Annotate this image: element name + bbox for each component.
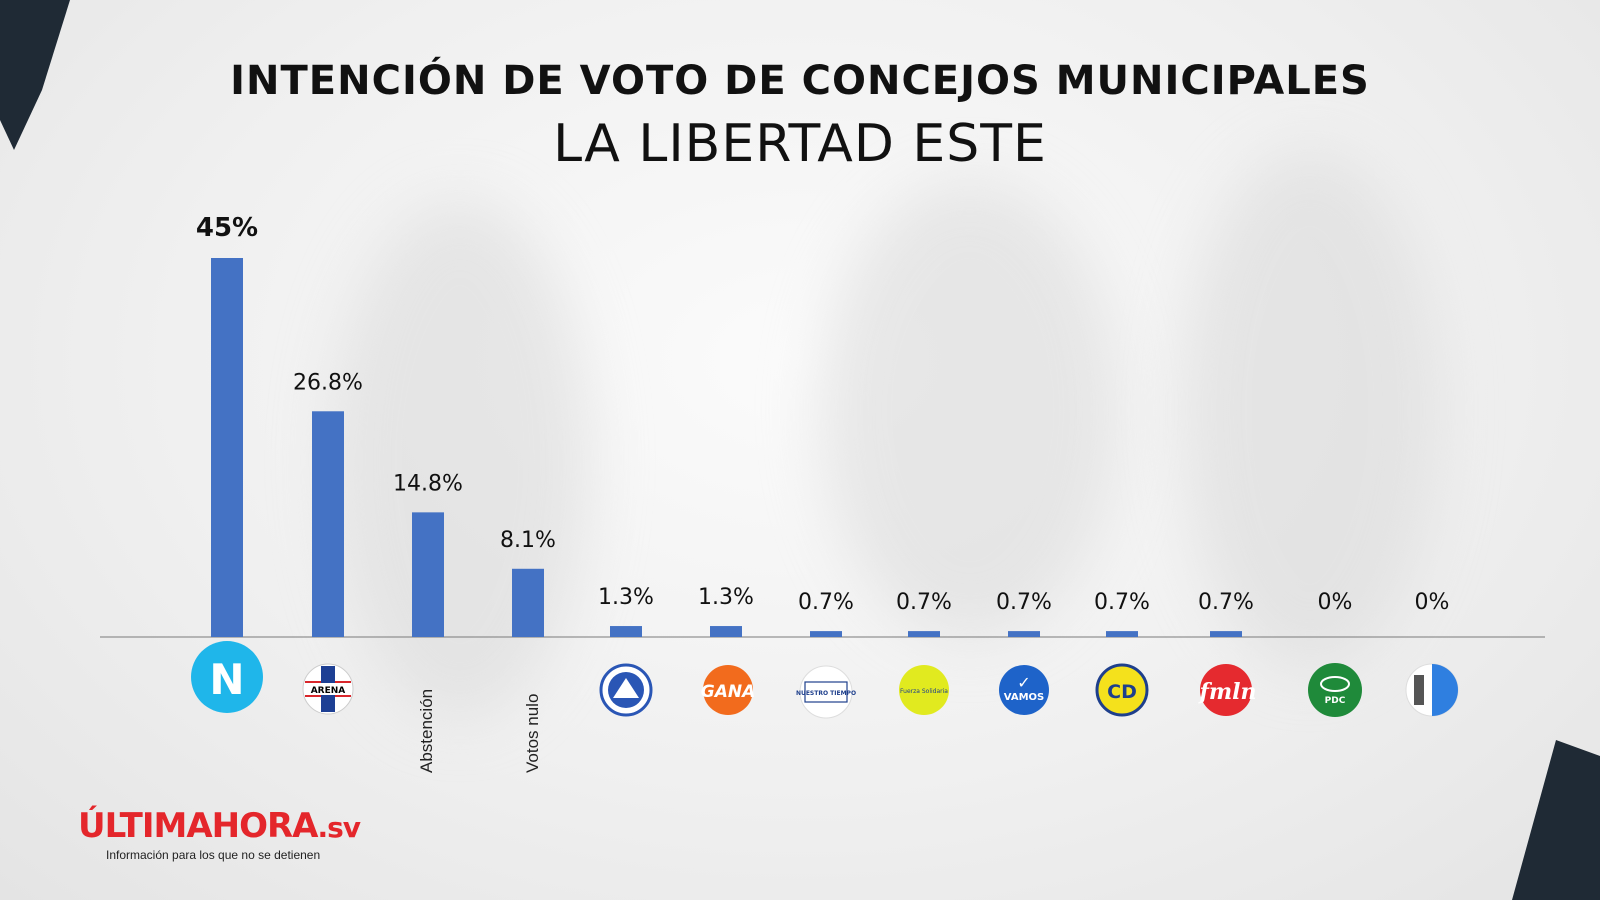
bar-5 (710, 626, 742, 637)
logo-gana: GANA (701, 665, 756, 715)
logo-arena-text: ARENA (311, 686, 346, 696)
logo-cd-text: CD (1107, 681, 1137, 703)
logo-vamos-text: VAMOS (1004, 692, 1044, 703)
logo-fmln-text: fmln (1197, 679, 1256, 705)
svg-text:✓: ✓ (1017, 673, 1030, 692)
logo-n-text: N (209, 655, 244, 704)
value-label-12: 0% (1415, 590, 1450, 615)
logo-ds (1405, 663, 1459, 717)
brand-logo: ÚLTIMAHORA.sv (78, 806, 362, 846)
value-label-5: 1.3% (698, 585, 754, 610)
brand-part2: HORA (211, 806, 319, 846)
bar-8 (1008, 631, 1040, 637)
bar-1 (312, 411, 344, 637)
bar-10 (1210, 631, 1242, 637)
background-blur (1180, 150, 1440, 670)
logo-fuerza-text: Fuerza Solidaria (900, 688, 948, 695)
brand-part1: ÚLTIMA (78, 806, 213, 846)
chart-subtitle: LA LIBERTAD ESTE (553, 114, 1047, 174)
background-blur (820, 180, 1120, 640)
logo-cd: CD (1095, 663, 1149, 717)
brand-tagline: Información para los que no se detienen (106, 848, 321, 862)
logo-pdc: PDC (1308, 663, 1362, 717)
value-label-group: 45% 26.8% 14.8% 8.1% 1.3% 1.3% 0.7% 0.7% 0.7% 0.7… (196, 213, 1450, 615)
value-label-0: 45% (196, 213, 258, 243)
value-label-1: 26.8% (293, 370, 363, 395)
bar-3 (512, 568, 544, 637)
logo-arena: ARENA (302, 663, 354, 715)
bar-2 (412, 512, 444, 637)
logo-pcn (599, 663, 653, 717)
bar-7 (908, 631, 940, 637)
logo-nuestro-tiempo-text: NUESTRO TIEMPO (796, 690, 856, 697)
value-label-11: 0% (1318, 590, 1353, 615)
bar-6 (810, 631, 842, 637)
bar-4 (610, 626, 642, 637)
logo-gana-text: GANA (701, 682, 756, 702)
chart-title: INTENCIÓN DE VOTO DE CONCEJOS MUNICIPALE… (230, 58, 1370, 104)
bar-9 (1106, 631, 1138, 637)
logo-fmln: fmln (1197, 664, 1257, 716)
category-label-votos-nulo: Votos nulo (523, 694, 542, 773)
bar-0 (211, 258, 243, 637)
value-label-9: 0.7% (1094, 590, 1150, 615)
value-label-10: 0.7% (1198, 590, 1254, 615)
value-label-4: 1.3% (598, 585, 654, 610)
background-blur (330, 200, 590, 720)
logo-pdc-text: PDC (1325, 696, 1346, 706)
value-label-2: 14.8% (393, 471, 463, 496)
value-label-8: 0.7% (996, 590, 1052, 615)
logo-nuestro-tiempo: NUESTRO TIEMPO (796, 665, 856, 719)
brand-part3: .sv (317, 811, 362, 844)
category-markers: N ARENA Abstención Votos nulo GANA (191, 641, 1459, 773)
value-label-3: 8.1% (500, 528, 556, 553)
bar-group (211, 258, 1242, 637)
logo-n: N (191, 641, 263, 713)
value-label-6: 0.7% (798, 590, 854, 615)
logo-fuerza-solidaria: Fuerza Solidaria (899, 665, 949, 715)
value-label-7: 0.7% (896, 590, 952, 615)
logo-vamos: VAMOS ✓ (999, 665, 1049, 715)
category-label-abstencion: Abstención (417, 689, 436, 773)
